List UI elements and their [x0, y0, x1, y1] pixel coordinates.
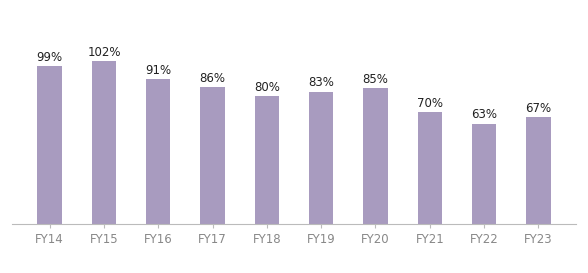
Text: 102%: 102%: [87, 46, 121, 59]
Bar: [472, 123, 496, 224]
Text: 99%: 99%: [36, 51, 63, 64]
Text: 85%: 85%: [363, 73, 389, 86]
Bar: [201, 87, 225, 224]
Text: 83%: 83%: [308, 76, 334, 89]
Bar: [38, 66, 62, 224]
Bar: [526, 117, 550, 224]
Bar: [363, 88, 387, 224]
Bar: [309, 92, 333, 224]
Text: 67%: 67%: [525, 102, 552, 115]
Text: 91%: 91%: [145, 64, 171, 76]
Bar: [417, 112, 442, 224]
Text: 70%: 70%: [417, 97, 443, 110]
Text: 63%: 63%: [471, 108, 497, 121]
Text: 80%: 80%: [254, 81, 280, 94]
Text: 86%: 86%: [199, 72, 226, 85]
Bar: [146, 79, 171, 224]
Bar: [92, 61, 116, 224]
Bar: [255, 96, 279, 224]
